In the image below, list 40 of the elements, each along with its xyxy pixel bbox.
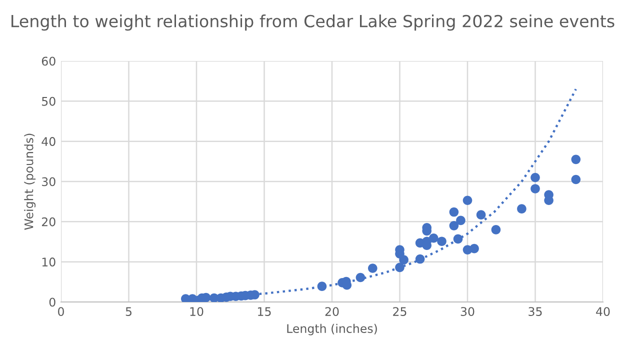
y-tick-label: 0 <box>49 298 56 307</box>
point <box>415 254 425 264</box>
point <box>530 172 540 182</box>
y-tick-label: 30 <box>42 177 56 186</box>
y-tick-label: 50 <box>42 96 56 106</box>
x-tick-label: 20 <box>325 307 339 316</box>
point <box>453 234 463 244</box>
point <box>456 216 466 226</box>
point <box>437 236 446 246</box>
x-axis-title: Length (inches) <box>287 324 377 336</box>
point <box>517 204 526 214</box>
point <box>428 233 438 243</box>
point <box>317 282 327 291</box>
x-tick-label: 10 <box>190 307 204 316</box>
x-tick-label: 0 <box>58 307 64 316</box>
point <box>449 207 459 217</box>
point <box>491 225 501 234</box>
x-tick-label: 25 <box>393 307 406 316</box>
point <box>476 210 486 220</box>
x-tick-label: 30 <box>460 307 474 316</box>
x-tick-label: 15 <box>258 307 271 316</box>
y-tick-label: 10 <box>42 258 56 266</box>
point <box>571 174 581 184</box>
point <box>462 196 472 206</box>
x-tick-label: 35 <box>528 307 542 316</box>
y-tick-label: 20 <box>42 217 56 226</box>
chart-title: Length to weight relationship from Cedar Lake Spring 2022 seine events <box>12 14 614 31</box>
point <box>470 244 479 254</box>
point <box>368 264 378 273</box>
y-tick-label: 60 <box>42 56 56 66</box>
point <box>356 272 366 282</box>
point <box>399 255 408 264</box>
x-tick-label: 40 <box>596 307 610 316</box>
point <box>571 154 581 164</box>
y-axis-title: Weight (pounds) <box>24 134 36 230</box>
x-tick-label: 5 <box>126 307 132 316</box>
point <box>395 262 404 272</box>
point <box>530 184 540 194</box>
y-tick-label: 40 <box>42 137 56 146</box>
point <box>449 221 459 230</box>
